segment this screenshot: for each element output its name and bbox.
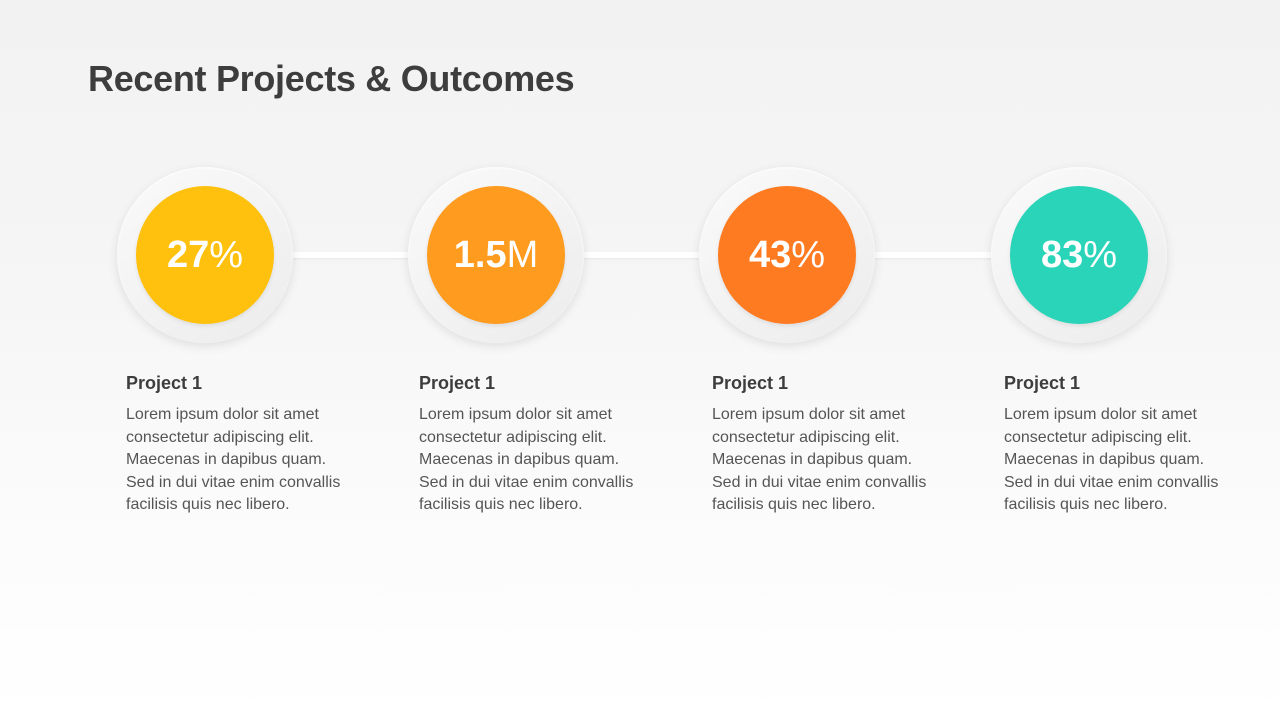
project-title: Project 1 xyxy=(419,373,496,393)
metric-number: 43 xyxy=(748,233,792,276)
metric-unit: M xyxy=(506,233,539,276)
metric-ring-2: 1.5 M xyxy=(408,167,584,343)
project-description: Lorem ipsum dolor sit amet consectetur a… xyxy=(126,406,341,513)
slide-title: Recent Projects & Outcomes xyxy=(88,58,575,99)
metric-number: 27 xyxy=(166,233,210,276)
metric-unit: % xyxy=(209,233,244,276)
metric-circle-3: 43% xyxy=(718,186,856,324)
project-block-4: Project 1 Lorem ipsum dolor sit amet con… xyxy=(1004,373,1229,517)
metric-unit: % xyxy=(1083,233,1118,276)
metric-unit: % xyxy=(791,233,826,276)
metric-value-4: 83% xyxy=(1041,234,1117,277)
metric-number: 1.5 xyxy=(453,233,507,276)
metric-value-1: 27% xyxy=(167,234,243,277)
project-block-2: Project 1 Lorem ipsum dolor sit amet con… xyxy=(419,373,644,517)
metric-ring-1: 27% xyxy=(117,167,293,343)
connector-line xyxy=(205,252,1080,258)
metric-circle-4: 83% xyxy=(1010,186,1148,324)
project-title: Project 1 xyxy=(712,373,789,393)
project-title: Project 1 xyxy=(1004,373,1081,393)
project-description: Lorem ipsum dolor sit amet consectetur a… xyxy=(712,406,927,513)
metric-ring-4: 83% xyxy=(991,167,1167,343)
project-block-1: Project 1 Lorem ipsum dolor sit amet con… xyxy=(126,373,351,517)
metric-circle-2: 1.5 M xyxy=(427,186,565,324)
metric-circle-1: 27% xyxy=(136,186,274,324)
metric-number: 83 xyxy=(1040,233,1084,276)
metric-value-2: 1.5 M xyxy=(454,234,538,277)
project-description: Lorem ipsum dolor sit amet consectetur a… xyxy=(419,406,634,513)
metric-value-3: 43% xyxy=(749,234,825,277)
project-title: Project 1 xyxy=(126,373,203,393)
project-block-3: Project 1 Lorem ipsum dolor sit amet con… xyxy=(712,373,937,517)
metric-ring-3: 43% xyxy=(699,167,875,343)
project-description: Lorem ipsum dolor sit amet consectetur a… xyxy=(1004,406,1219,513)
